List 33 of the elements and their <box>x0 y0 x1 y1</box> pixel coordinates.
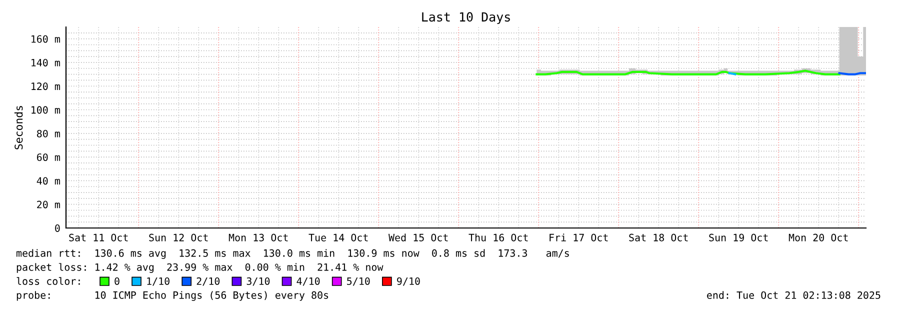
x-tick-label: Mon 20 Oct <box>788 234 848 242</box>
y-tick-label: 100 m <box>32 106 60 114</box>
x-tick-label: Sat 11 Oct <box>69 234 128 242</box>
y-axis-title: Seconds <box>14 106 23 150</box>
legend-label: 0 <box>114 277 120 285</box>
y-tick-label: 160 m <box>32 35 60 43</box>
y-tick-label: 140 m <box>32 58 60 66</box>
x-tick-label: Thu 16 Oct <box>468 234 528 242</box>
legend-label: 1/10 <box>147 277 170 286</box>
legend-label: 2/10 <box>196 277 220 286</box>
legend-label: 5/10 <box>347 277 370 286</box>
y-tick-label: 60 m <box>37 153 60 162</box>
text: end: Tue Oct 21 02:13:08 2025 <box>707 291 880 299</box>
chart-title: Last 10 Days <box>422 12 510 24</box>
text: median rtt: 130.6 ms avg 132.5 ms max 130.0 ms min 130.9 ms now 0.8 ms sd 173.3 am/s <box>16 249 569 259</box>
y-tick-label: 20 m <box>37 200 60 208</box>
legend-label: 9/10 <box>397 277 420 286</box>
y-tick-label: 40 m <box>36 177 60 185</box>
x-tick-label: Sun 12 Oct <box>149 234 208 242</box>
y-tick-label: 80 m <box>37 130 60 138</box>
x-tick-label: Sat 18 Oct <box>629 234 688 242</box>
text: packet loss: 1.42 % avg 23.99 % max 0.00 % min 21.41 % now <box>16 263 384 273</box>
y-tick-label: 120 m <box>32 82 60 90</box>
x-tick-label: Tue 14 Oct <box>308 234 368 242</box>
legend-label: 4/10 <box>296 277 320 286</box>
x-tick-label: Sun 19 Oct <box>709 234 768 242</box>
x-tick-label: Fri 17 Oct <box>550 234 608 242</box>
y-tick-label: 0 <box>55 224 60 232</box>
legend-title: loss color: <box>16 277 80 285</box>
x-tick-label: Mon 13 Oct <box>228 234 288 242</box>
x-tick-label: Wed 15 Oct <box>388 234 448 242</box>
legend-label: 3/10 <box>246 277 270 286</box>
text: probe: 10 ICMP Echo Pings (56 Bytes) every 80s <box>16 291 328 301</box>
